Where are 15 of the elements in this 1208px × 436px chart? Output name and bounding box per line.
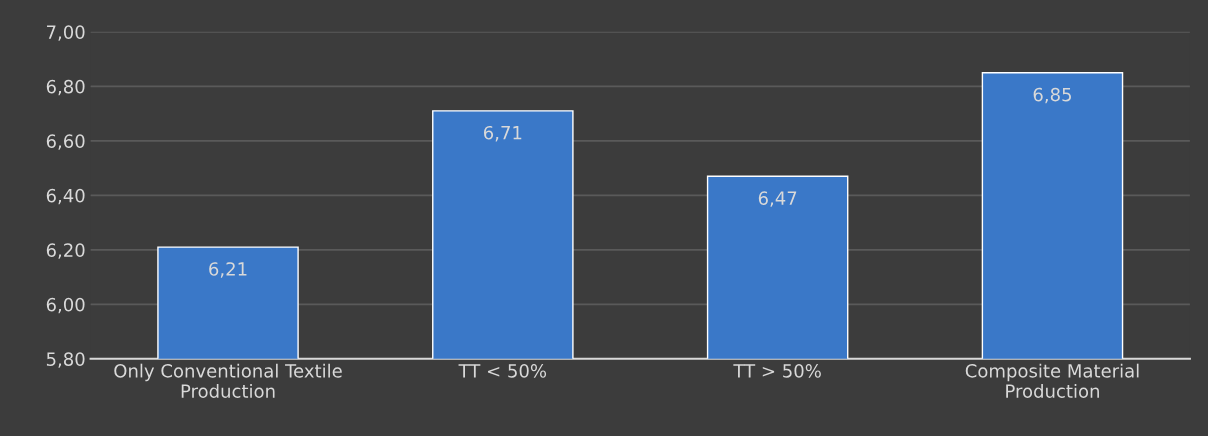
data-label: 6,85 bbox=[1033, 87, 1071, 104]
data-label: 6,71 bbox=[483, 125, 522, 142]
y-tick-label: 6,20 bbox=[46, 243, 85, 259]
x-tick-label: Only Conventional Textile Production bbox=[114, 363, 342, 398]
y-tick-label: 6,60 bbox=[46, 134, 85, 150]
y-tick-label: 5,80 bbox=[46, 352, 85, 368]
y-tick-label: 6,40 bbox=[46, 188, 85, 205]
y-tick-label: 6,00 bbox=[46, 297, 85, 314]
x-tick-label: TT > 50% bbox=[733, 364, 821, 378]
y-tick-label: 6,80 bbox=[46, 79, 85, 96]
y-tick-label: 7,00 bbox=[47, 25, 85, 41]
x-tick-label: Composite Material Production bbox=[965, 363, 1139, 398]
data-label: 6,21 bbox=[209, 262, 247, 278]
data-label: 6,47 bbox=[758, 191, 797, 207]
x-tick-label: TT < 50% bbox=[458, 364, 547, 378]
